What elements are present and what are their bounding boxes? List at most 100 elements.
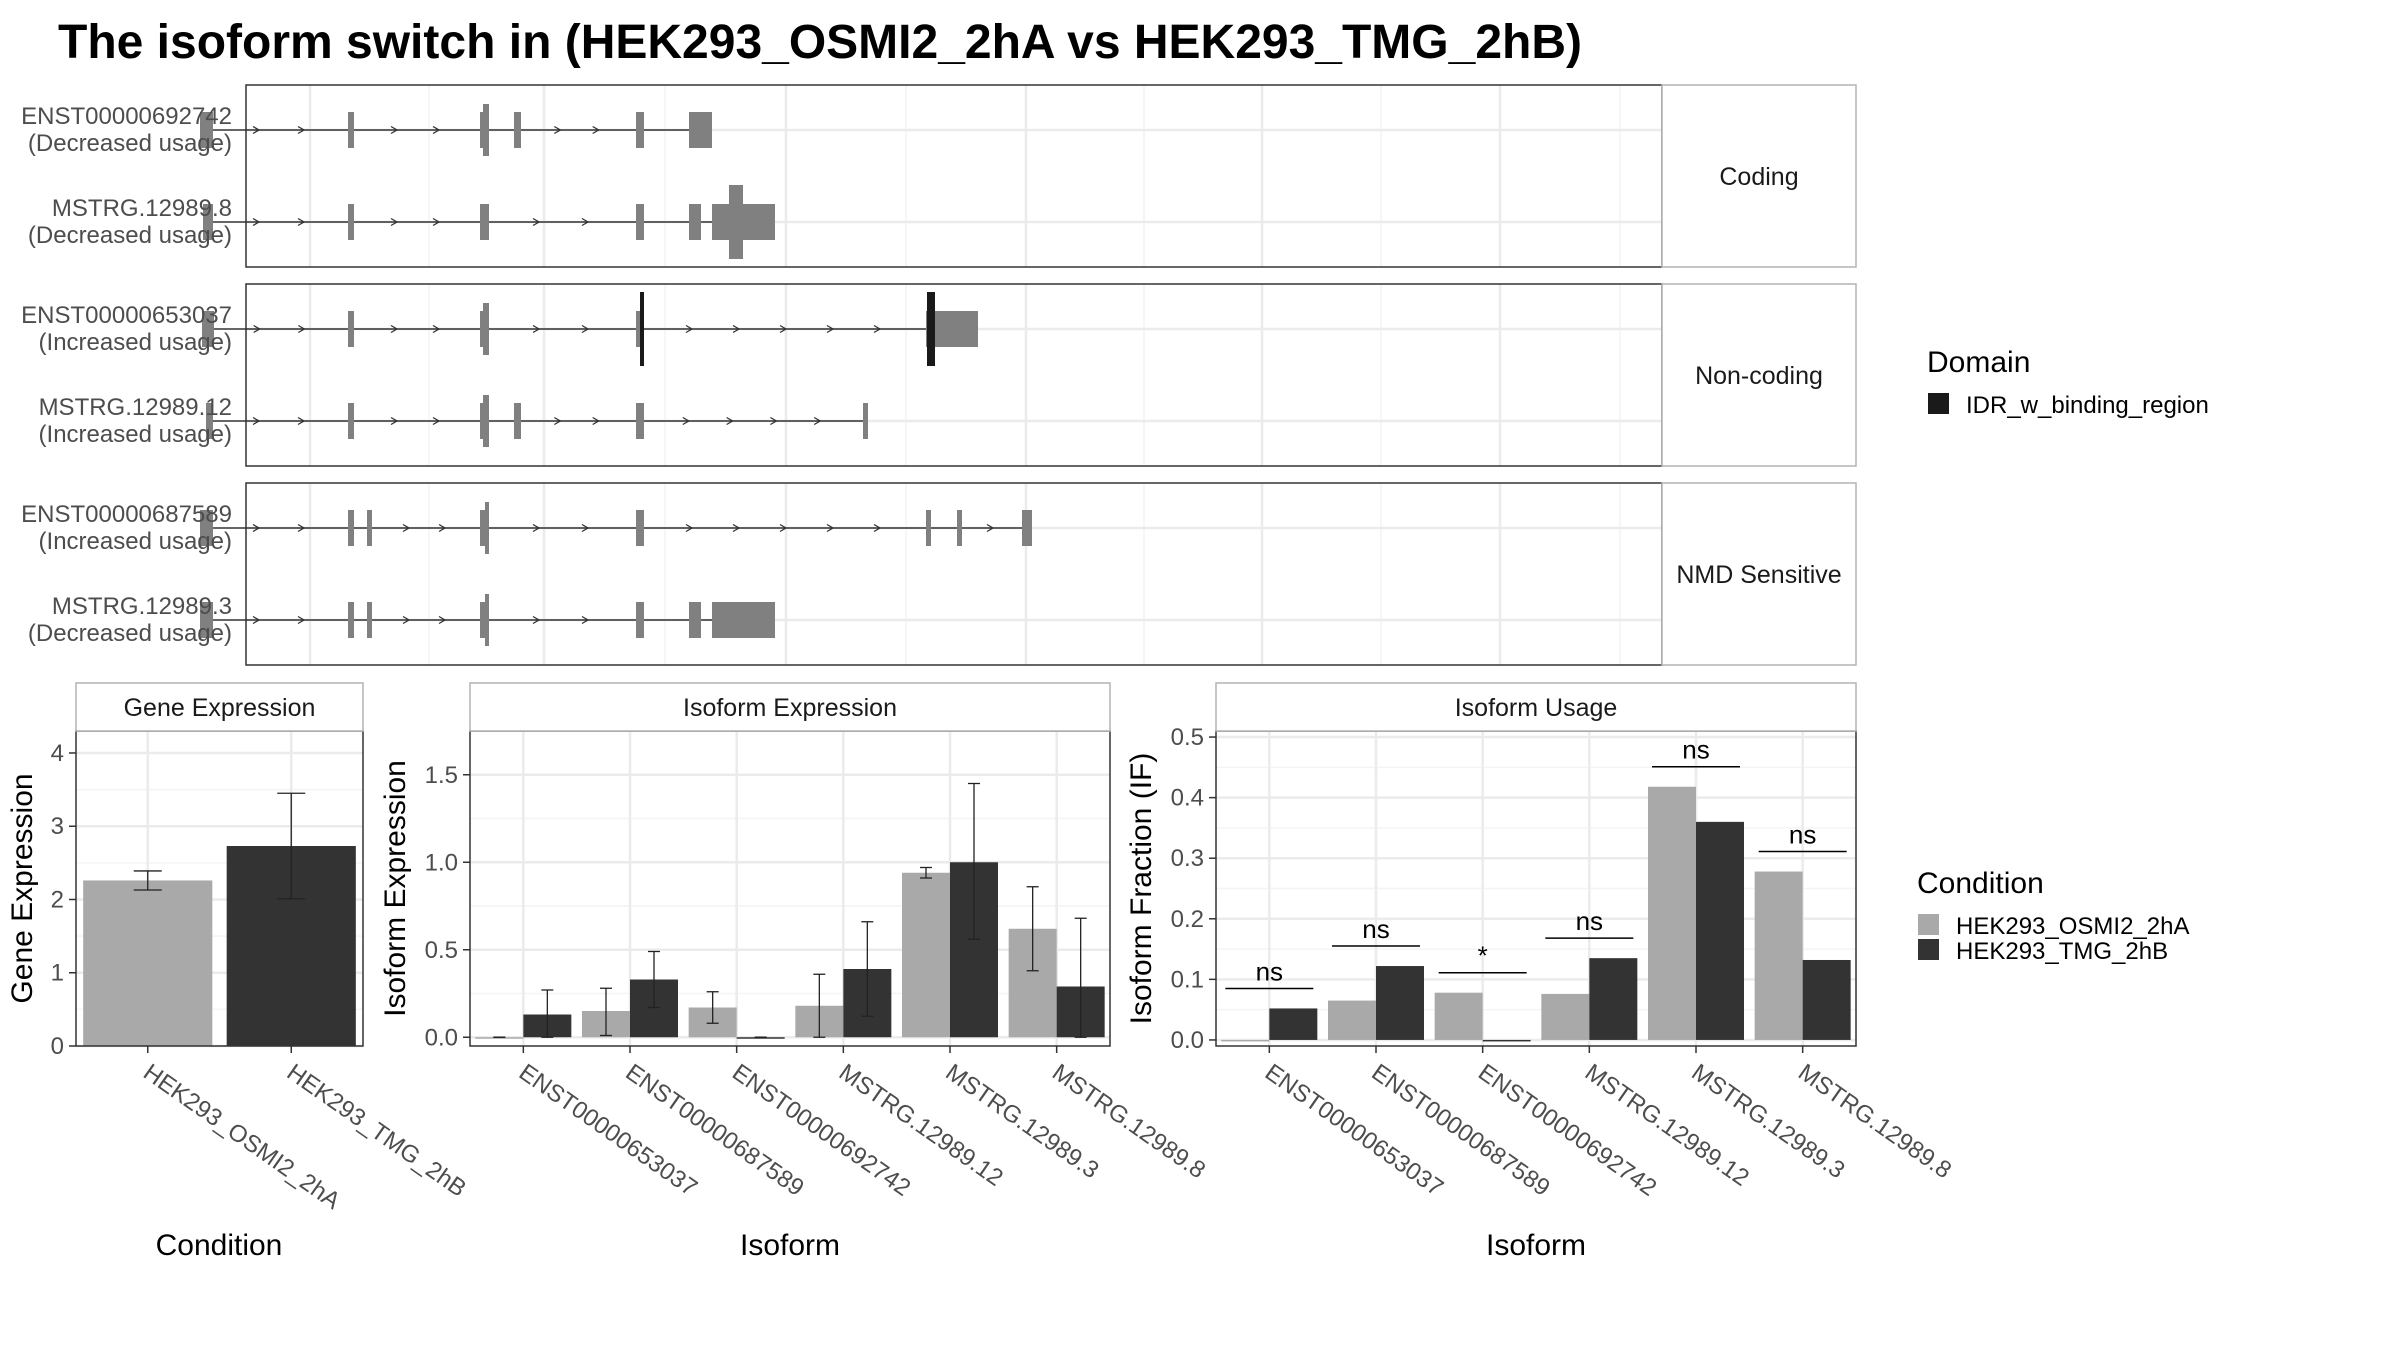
transcript-exon [348,204,354,240]
facet-strip-label: Coding [1719,163,1798,191]
transcript-direction-arrow [826,523,835,533]
transcript-exon [480,112,483,148]
condition-legend-swatch-1 [1918,914,1939,935]
transcript-direction-arrow [554,125,562,135]
transcript-exon [206,403,213,439]
condition-legend-swatch-2 [1918,939,1939,960]
transcript-exon [636,112,644,148]
facet-background [246,483,1662,665]
facet-strip-label: Non-coding [1695,362,1823,390]
bar-HEK293_TMG_2hB-ENST00000653037 [1269,1008,1318,1040]
condition-legend-label-2: HEK293_TMG_2hB [1956,938,2168,965]
transcript-label-id: ENST00000653037 [21,302,232,329]
transcript-exon [480,311,483,347]
transcript-exon [636,403,644,439]
transcript-exon [636,602,644,638]
transcript-direction-arrow [432,416,441,426]
transcript-direction-arrow [297,217,306,227]
transcript-direction-arrow [532,324,541,334]
transcript-exon [203,204,213,240]
y-axis-title: Gene Expression [6,773,39,1003]
transcript-exon [367,510,372,546]
transcript-label-id: ENST00000692742 [21,103,232,130]
y-tick-label: 1.0 [425,849,458,876]
facet-strip [1661,482,1857,666]
chart-title: Gene Expression [124,694,316,722]
transcript-exon [689,602,701,638]
transcript-domain [640,292,644,366]
transcript-exon [367,602,372,638]
transcript-exon [957,510,962,546]
transcript-direction-arrow [438,523,447,533]
transcript-direction-arrow [253,324,261,334]
transcript-exon [689,204,701,240]
transcript-direction-arrow [581,523,590,533]
transcript-label-usage: (Increased usage) [39,329,232,356]
transcript-exon [743,204,775,240]
transcript-direction-arrow [592,125,600,135]
transcript-direction-arrow [581,217,590,227]
transcript-direction-arrow [438,615,447,625]
transcript-exon [483,303,489,355]
condition-legend: Condition HEK293_OSMI2_2hA HEK293_TMG_2h… [1917,867,2189,965]
transcript-exon [348,510,354,546]
bar-HEK293_OSMI2_2hA [83,880,213,1046]
facet-background [246,85,1662,267]
transcript-direction-arrow [432,125,441,135]
bar-HEK293_OSMI2_2hA-ENST00000687589 [1328,1000,1376,1040]
structure-facet-1: Non-coding [202,283,1857,467]
bar-HEK293_TMG_2hB-ENST00000692742 [1482,1039,1531,1042]
transcript-direction-arrow [813,416,822,426]
transcript-direction-arrow [297,523,306,533]
significance-label: ns [1789,820,1816,850]
transcript-direction-arrow [297,416,306,426]
transcript-MSTRG.12989.12 [206,395,868,447]
x-tick-label: ENST00000692742 [727,1059,915,1202]
transcript-exon [348,602,354,638]
y-tick-label: 0.3 [1171,845,1204,872]
significance-label: ns [1576,906,1603,936]
transcript-ENST00000687589 [200,502,1032,554]
x-tick-label: ENST00000687589 [1367,1059,1555,1202]
y-tick-label: 0.4 [1171,785,1204,812]
bar-HEK293_OSMI2_2hA-MSTRG.12989.3 [1648,786,1696,1040]
x-tick-label: ENST00000653037 [1260,1059,1448,1202]
transcript-direction-arrow [298,324,306,334]
transcript-label-usage: (Increased usage) [39,528,232,555]
significance-label: ns [1362,914,1389,944]
bar-HEK293_OSMI2_2hA-MSTRG.12989.8 [1754,871,1803,1040]
transcript-exon [936,311,978,347]
transcript-exon [514,403,521,439]
isoform-usage-chart: ns ns * ns ns ns Isoform Usage 0.0 0.1 0.2 0.3 0.4 0… [1125,682,1956,1262]
transcript-exon [636,311,639,347]
transcript-exon [696,112,712,148]
transcript-direction-arrow [390,416,399,426]
domain-legend-title: Domain [1927,346,2030,379]
x-axis-title: Isoform [1486,1229,1586,1262]
transcript-direction-arrow [390,324,399,334]
transcript-MSTRG.12989.3 [200,594,775,646]
transcript-direction-arrow [532,217,541,227]
transcript-exon [348,403,354,439]
y-tick-label: 0.0 [1171,1027,1204,1054]
transcript-direction-arrow [873,324,882,334]
transcript-exon [483,104,489,156]
transcript-exon [480,204,489,240]
transcript-direction-arrow [873,523,882,533]
transcript-direction-arrow [390,125,399,135]
significance-label: ns [1682,735,1709,765]
transcript-exon [485,594,489,646]
transcript-label-usage: (Increased usage) [39,421,232,448]
transcript-direction-arrow [685,523,694,533]
x-tick-label: ENST00000653037 [514,1059,702,1202]
transcript-exon [348,311,354,347]
transcript-direction-arrow [297,615,306,625]
transcript-domain [927,292,935,366]
chart-strip [75,682,364,732]
chart-strip [469,682,1111,732]
transcript-direction-arrow [390,217,399,227]
y-tick-label: 0.5 [425,937,458,964]
transcript-exon [200,112,213,148]
transcript-label-id: MSTRG.12989.8 [52,195,232,222]
